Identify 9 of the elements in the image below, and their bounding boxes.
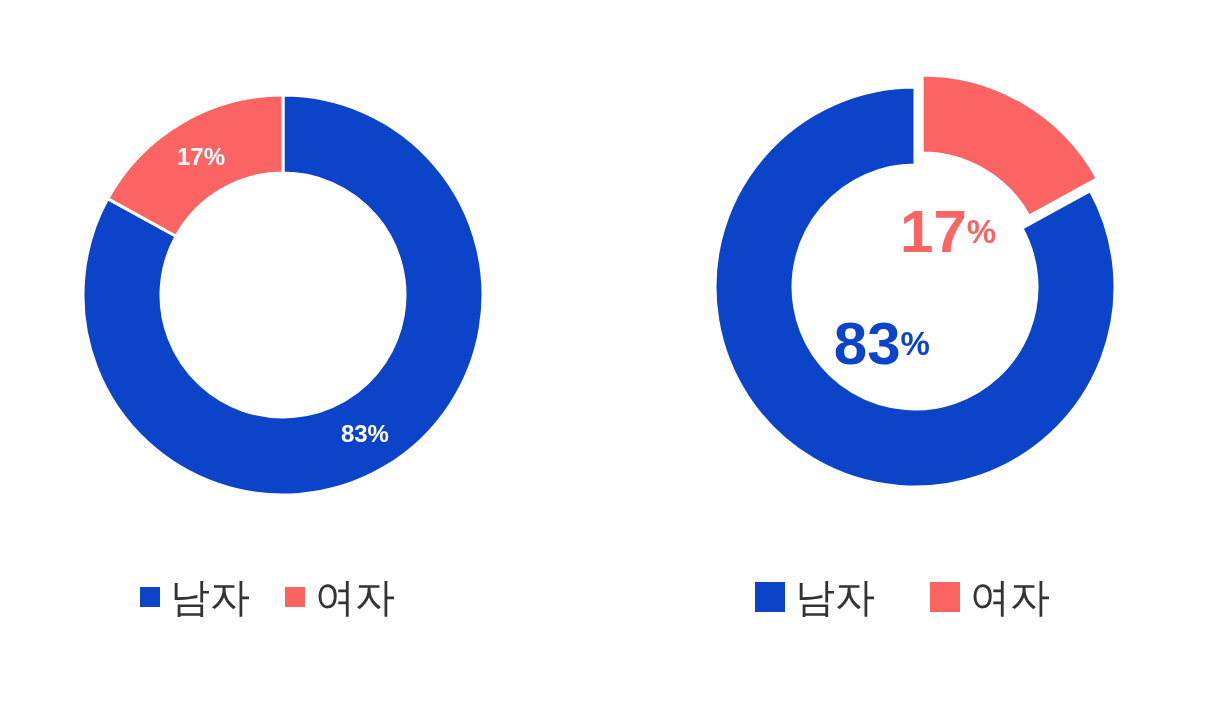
data-label: 83% [340,420,389,448]
data-label: 83% [833,309,930,377]
donut-slice [81,93,485,497]
legend-label: 여자 [970,575,1050,619]
legend-label: 남자 [795,575,875,619]
legend-label: 여자 [315,575,395,619]
legend-label: 남자 [170,575,250,619]
data-label: 17% [177,142,226,170]
data-label: 17% [900,197,997,265]
